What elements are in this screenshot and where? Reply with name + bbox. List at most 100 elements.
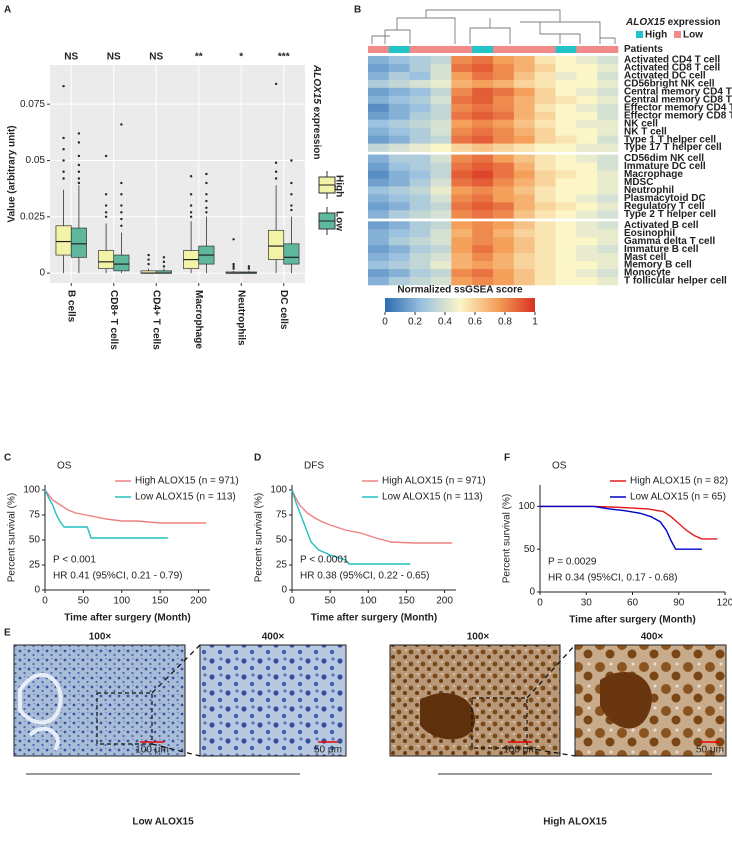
heatmap-cell <box>451 135 473 144</box>
row-label: MDSC <box>624 177 653 188</box>
outlier <box>247 265 251 268</box>
heatmap-cell <box>430 95 452 105</box>
outlier <box>274 161 278 164</box>
heatmap-cell <box>368 245 390 254</box>
row-label: Effector memory CD4 T cell <box>624 102 732 113</box>
heatmap-cell <box>493 87 515 97</box>
row-label: Monocyte <box>624 268 671 279</box>
heatmap-cell <box>493 210 515 219</box>
heatmap-cell <box>472 111 494 121</box>
heatmap-cell <box>451 103 473 113</box>
x-tick-label: 90 <box>673 598 685 609</box>
heatmap-cell <box>368 210 390 219</box>
heatmap-cell <box>409 253 431 262</box>
outlier <box>104 154 108 158</box>
colorbar-tick-label: 0.8 <box>498 317 512 328</box>
outlier <box>62 148 65 151</box>
x-tick-label: 60 <box>627 598 639 609</box>
heatmap-cell <box>430 210 452 219</box>
heatmap-cell <box>555 135 577 144</box>
heatmap-cell <box>493 221 515 230</box>
patient-group <box>430 46 452 53</box>
outlier <box>147 258 150 261</box>
outlier <box>232 262 235 266</box>
heatmap-cell <box>534 194 556 203</box>
heatmap-cell <box>555 229 577 238</box>
heatmap-cell <box>472 202 494 211</box>
x-tick-label: 150 <box>152 596 169 607</box>
survival-curve <box>291 489 411 565</box>
heatmap-cell <box>409 277 431 286</box>
x-tick-label: DC cells <box>278 290 289 330</box>
box <box>70 227 87 258</box>
legend-label: High <box>333 175 344 197</box>
outlier <box>205 199 208 203</box>
colorbar-tick-label: 0 <box>382 317 388 328</box>
heatmap-cell <box>493 111 515 121</box>
heatmap-cell <box>472 127 494 136</box>
y-tick-label: 100 <box>270 485 287 496</box>
heatmap-cell <box>472 143 494 152</box>
heatmap-cell <box>451 253 473 262</box>
heatmap-cell <box>534 87 556 97</box>
outlier <box>189 175 193 178</box>
survival-curve <box>291 489 453 544</box>
heatmap-cell <box>388 103 410 113</box>
x-tick-label: 50 <box>78 596 90 607</box>
row-label: Central memory CD8 T cell <box>624 94 732 105</box>
outlier <box>120 181 123 185</box>
outlier <box>290 204 293 207</box>
heatmap-cell <box>430 194 452 203</box>
heatmap-cell <box>388 111 410 121</box>
heatmap-cell <box>555 56 577 65</box>
heatmap-cell <box>493 194 515 203</box>
y-tick-label: 0.05 <box>26 155 46 166</box>
heatmap-cell <box>534 56 556 65</box>
heatmap-cell <box>555 186 577 195</box>
heatmap-cell <box>513 229 535 238</box>
row-label: Immature DC cell <box>624 161 706 172</box>
x-tick-label: 200 <box>190 596 207 607</box>
magnification: 100× <box>89 632 112 643</box>
group-label: High ALOX15 <box>543 817 607 828</box>
row-label: Type 1 T helper cell <box>624 134 716 145</box>
heatmap-cell <box>451 79 473 89</box>
heatmap-cell <box>472 261 494 270</box>
heatmap-cell <box>493 269 515 278</box>
heatmap-cell <box>472 162 494 171</box>
legend-title-gene: ALOX15 <box>625 17 665 28</box>
magnification: 100× <box>467 632 490 643</box>
colorbar-tick-label: 0.6 <box>468 317 482 328</box>
heatmap-cell <box>388 127 410 136</box>
y-axis-label: Percent survival (%) <box>502 494 513 583</box>
heatmap-cell <box>555 79 577 89</box>
heatmap-cell <box>597 261 619 270</box>
heatmap-cell <box>430 162 452 171</box>
heatmap-cell <box>388 253 410 262</box>
heatmap-cell <box>493 95 515 105</box>
heatmap-cell <box>388 162 410 171</box>
x-tick-label: Macrophage <box>193 290 204 349</box>
patient-group <box>534 46 556 53</box>
row-label: Neutrophil <box>624 185 674 196</box>
legend-label: Low <box>683 30 703 41</box>
row-label: Plasmacytoid DC <box>624 193 706 204</box>
outlier <box>205 172 208 176</box>
x-axis-label: Time after surgery (Month) <box>311 613 438 624</box>
heatmap-cell <box>388 143 410 152</box>
heatmap-cell <box>409 202 431 211</box>
outlier <box>120 123 123 126</box>
heatmap-cell <box>534 202 556 211</box>
heatmap-cell <box>493 229 515 238</box>
heatmap-cell <box>513 71 535 81</box>
heatmap-cell <box>451 56 473 65</box>
heatmap-cell <box>597 103 619 113</box>
heatmap-cell <box>576 277 598 286</box>
heatmap-cell <box>451 178 473 187</box>
heatmap-cell <box>388 210 410 219</box>
heatmap-cell <box>555 63 577 73</box>
heatmap-cell <box>597 194 619 203</box>
group-label: Low ALOX15 <box>132 817 194 828</box>
row-label: Activated B cell <box>624 220 699 231</box>
row-label: Effector memory CD8 T cell <box>624 110 732 121</box>
